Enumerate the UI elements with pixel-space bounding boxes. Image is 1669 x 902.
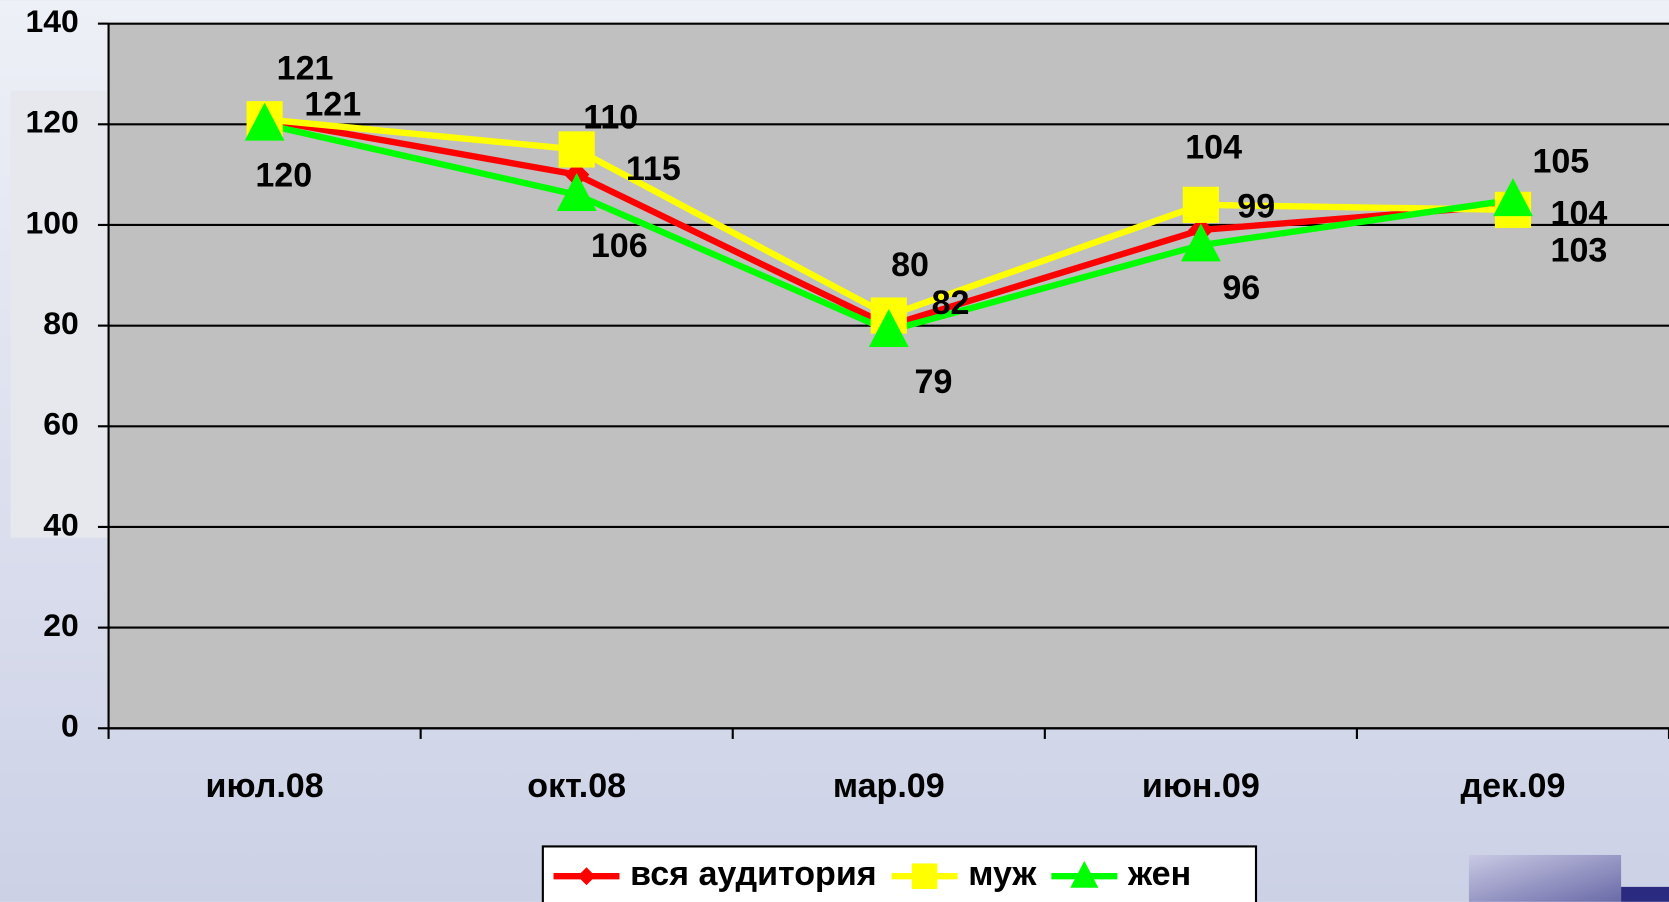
data-label: 79	[915, 363, 953, 401]
x-tick-label: июл.08	[206, 767, 324, 805]
marker	[911, 863, 938, 890]
decoration	[1621, 886, 1669, 902]
data-label: 121	[277, 49, 334, 87]
data-label: 99	[1237, 188, 1275, 226]
y-tick-label: 40	[43, 506, 79, 542]
marker	[244, 102, 285, 141]
data-label: 104	[1185, 128, 1242, 166]
marker	[558, 131, 595, 168]
data-label: 105	[1532, 143, 1589, 181]
x-tick-label: июн.09	[1142, 767, 1260, 805]
legend-label: жен	[1127, 855, 1191, 893]
data-label: 115	[626, 150, 681, 188]
y-tick-label: 60	[43, 406, 79, 442]
marker	[1493, 178, 1533, 217]
legend-label: вся аудитория	[630, 855, 877, 893]
x-tick-label: мар.09	[833, 767, 945, 805]
data-label: 96	[1222, 269, 1260, 307]
data-label: 104	[1551, 194, 1608, 232]
marker	[868, 308, 909, 347]
decoration	[1468, 854, 1622, 902]
data-label: 110	[583, 98, 638, 136]
data-label: 120	[255, 157, 312, 195]
legend: вся аудитория муж жен	[541, 845, 1258, 902]
data-label: 121	[304, 85, 361, 123]
x-tick-label: окт.08	[527, 767, 626, 805]
marker	[556, 173, 597, 212]
decoration	[10, 90, 112, 538]
data-label: 82	[932, 284, 970, 322]
y-tick-label: 140	[26, 3, 79, 39]
marker	[1180, 223, 1221, 262]
data-label: 80	[891, 246, 929, 284]
marker	[1182, 186, 1219, 223]
legend-label: муж	[968, 855, 1037, 893]
y-tick-label: 120	[26, 104, 79, 140]
y-tick-label: 0	[61, 708, 79, 744]
y-tick-label: 20	[43, 607, 79, 643]
marker	[1070, 860, 1099, 888]
x-tick-label: дек.09	[1460, 767, 1565, 805]
y-tick-label: 100	[26, 204, 79, 240]
data-label: 103	[1551, 231, 1608, 269]
data-label: 106	[591, 227, 648, 265]
plot-area	[108, 23, 1669, 729]
y-tick-label: 80	[43, 305, 79, 341]
